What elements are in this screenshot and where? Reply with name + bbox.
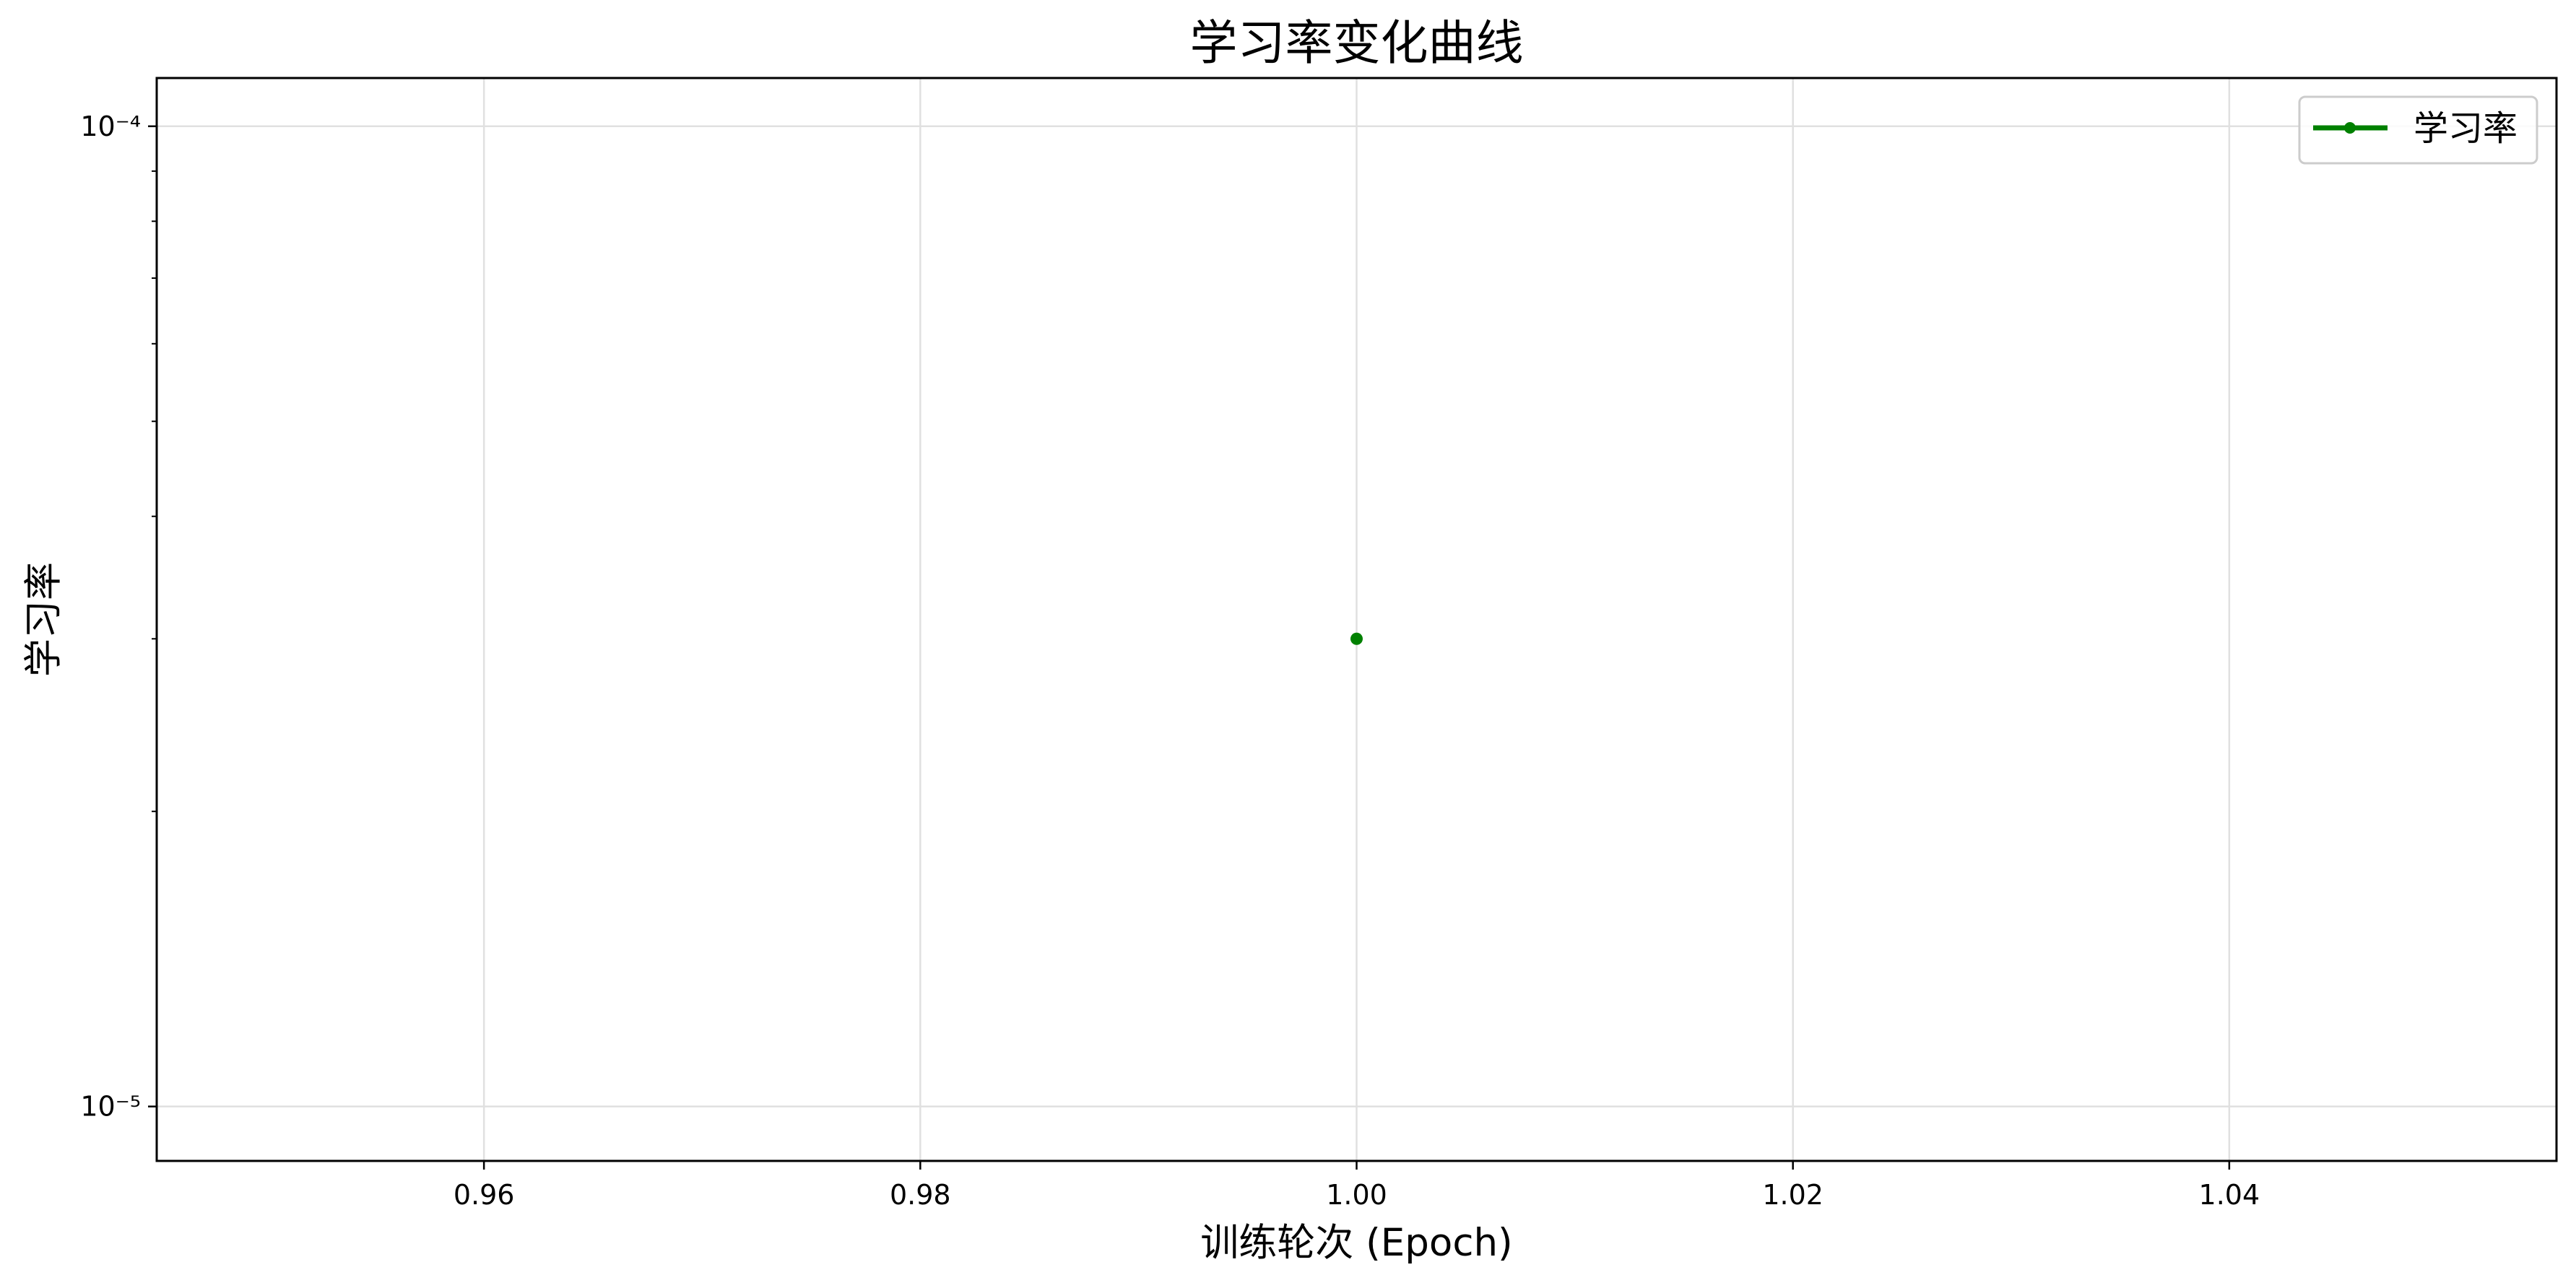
x-tick-label: 1.04 (2199, 1179, 2260, 1211)
data-point (1350, 632, 1363, 645)
x-tick-label: 0.98 (890, 1179, 951, 1211)
x-tick-label: 1.02 (1762, 1179, 1823, 1211)
x-tick-label: 1.00 (1326, 1179, 1387, 1211)
grid-layer (157, 78, 2557, 1161)
y-axis-title: 学习率 (22, 562, 66, 677)
x-tick-layer: 0.96 0.98 1.00 1.02 1.04 (454, 1161, 2260, 1211)
y-tick-label: 10⁻⁴ (80, 111, 141, 142)
y-tick-layer: 10⁻⁴ 10⁻⁵ (80, 111, 157, 1123)
y-tick-label: 10⁻⁵ (80, 1091, 141, 1123)
chart-title: 学习率变化曲线 (1190, 15, 1524, 71)
legend: 学习率 (2298, 95, 2538, 165)
series-layer (1350, 632, 1363, 645)
x-tick-label: 0.96 (454, 1179, 515, 1211)
legend-marker-sample (2344, 122, 2356, 134)
legend-box (2298, 95, 2538, 165)
x-axis-title: 训练轮次 (Epoch) (1200, 1221, 1513, 1265)
legend-label: 学习率 (2414, 108, 2518, 149)
